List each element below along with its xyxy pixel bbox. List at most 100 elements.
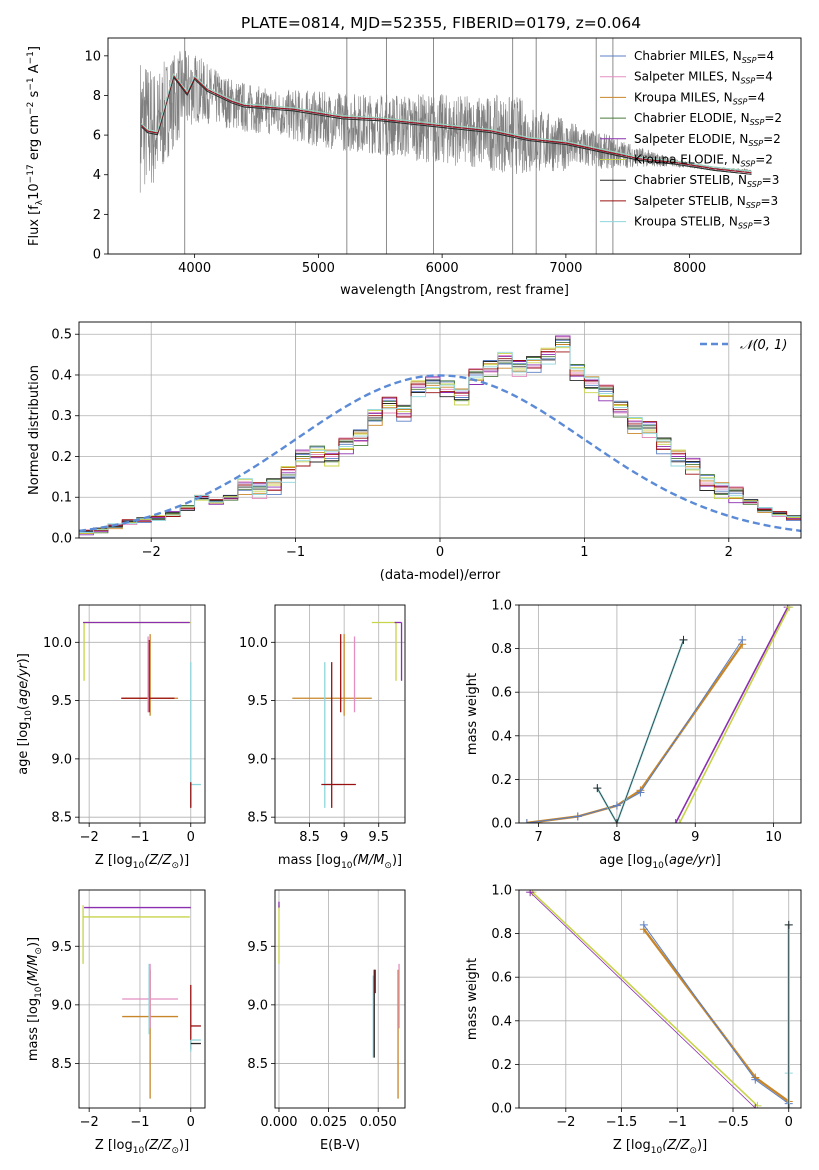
legend-label-sub: SSP xyxy=(741,160,756,169)
x-tick-label: 8 xyxy=(613,830,621,845)
y-tick-label: 9.5 xyxy=(247,694,268,709)
x-tick-label: 6000 xyxy=(426,261,459,276)
legend-label-main: Chabrier MILES, N xyxy=(634,49,742,63)
legend-label: Chabrier MILES, NSSP=4 xyxy=(634,49,774,65)
legend-label-suffix: =2 xyxy=(755,153,773,167)
y-axis-label-part: λ xyxy=(35,199,45,205)
y-axis-label-part: ⊙ xyxy=(34,947,44,955)
legend-label-sub: SSP xyxy=(747,180,762,189)
x-tick-label: 0.050 xyxy=(360,1115,397,1130)
y-tick-label: 8.5 xyxy=(247,1057,268,1072)
model-spectrum-line xyxy=(141,76,752,175)
legend-label: Kroupa STELIB, NSSP=3 xyxy=(634,215,770,231)
x-tick-label: −2 xyxy=(142,545,161,560)
x-axis-label-part: 10 xyxy=(651,1146,663,1156)
y-axis-label: age [log10(age/yr)] xyxy=(16,653,34,775)
legend-label-main: Salpeter STELIB, N xyxy=(634,194,746,208)
y-tick-label: 0.4 xyxy=(491,1014,512,1029)
mass-weight-line xyxy=(526,639,743,823)
x-axis-label-part: Z [log xyxy=(95,853,133,868)
y-axis-label: mass [log10(M/M⊙)] xyxy=(26,937,44,1061)
y-tick-label: 0.2 xyxy=(491,1058,512,1073)
y-axis-label: Flux [fλ10−17 erg cm−2 s−1 A−1] xyxy=(26,46,45,246)
legend-label: Salpeter MILES, NSSP=4 xyxy=(634,70,773,86)
x-axis-label: Z [log10(Z/Z⊙)] xyxy=(95,1138,189,1156)
model-spectrum-line xyxy=(141,74,752,174)
y-tick-label: 9.5 xyxy=(51,694,72,709)
y-tick-label: 0.4 xyxy=(491,729,512,744)
plot-area-age-vs-Z xyxy=(83,621,201,808)
axes-frame xyxy=(518,604,802,824)
x-axis-label-part: ⊙ xyxy=(689,1146,697,1156)
legend-label: Kroupa ELODIE, NSSP=2 xyxy=(634,153,773,169)
y-tick-label: 0.6 xyxy=(491,971,512,986)
mass-weight-line xyxy=(678,606,791,823)
y-axis-label-part: A xyxy=(27,64,42,77)
mass-weight-line xyxy=(674,606,789,823)
x-axis-label: Z [log10(Z/Z⊙)] xyxy=(613,1138,707,1156)
y-axis-label-part: −1 xyxy=(26,77,36,90)
x-tick-label: 0 xyxy=(187,830,195,845)
y-tick-label: 4 xyxy=(93,168,101,183)
x-axis-label-part: age/yr xyxy=(669,853,712,868)
axes-frame xyxy=(274,889,406,1109)
y-tick-label: 9.5 xyxy=(247,940,268,955)
x-tick-label: 0.000 xyxy=(260,1115,297,1130)
y-tick-label: 0.0 xyxy=(51,532,72,547)
y-axis-label-part: age/yr xyxy=(16,662,31,705)
y-axis-label-part: age [log xyxy=(16,722,31,775)
histogram-series xyxy=(79,336,801,532)
y-tick-label: 8 xyxy=(93,89,101,104)
y-tick-label: 6 xyxy=(93,129,101,144)
plot-area-massweight-vs-Z xyxy=(526,890,793,1108)
axes-frame xyxy=(78,604,206,824)
y-tick-label: 1.0 xyxy=(491,884,512,899)
x-tick-label: −1 xyxy=(130,1115,149,1130)
y-tick-label: 0.2 xyxy=(51,450,72,465)
x-axis-label: E(B-V) xyxy=(320,1138,360,1153)
x-tick-label: 7000 xyxy=(549,261,582,276)
x-axis-label-part: ⊙ xyxy=(171,861,179,871)
data-spectrum-line xyxy=(139,50,752,193)
y-axis-label-part: −1 xyxy=(26,51,36,64)
x-axis-label-part: )] xyxy=(392,853,402,868)
y-tick-label: 0.8 xyxy=(491,642,512,657)
axes-frame xyxy=(274,604,406,824)
x-axis-label-part: (M/M xyxy=(353,853,385,868)
mass-weight-line xyxy=(596,639,684,823)
legend-label-sub: SSP xyxy=(750,118,765,127)
legend-label-sub: SSP xyxy=(741,77,756,86)
x-tick-label: 9.5 xyxy=(368,830,389,845)
y-tick-label: 8.5 xyxy=(51,811,72,826)
legend-label-suffix: =3 xyxy=(760,194,778,208)
x-axis-label-part: Z [log xyxy=(613,1138,651,1153)
axes-frame xyxy=(78,889,206,1109)
x-tick-label: −1 xyxy=(286,545,305,560)
x-axis-label-part: (Z/Z xyxy=(662,1138,690,1153)
plot-area-massweight-vs-age xyxy=(522,605,794,823)
legend-label-main: Chabrier ELODIE, N xyxy=(634,111,750,125)
legend-label: Salpeter STELIB, NSSP=3 xyxy=(634,194,778,210)
y-axis-label-part: ( xyxy=(16,705,31,710)
legend-gauss-label: 𝒩(0, 1) xyxy=(740,338,787,353)
x-tick-label: −2 xyxy=(556,1115,575,1130)
x-axis-label-part: Z [log xyxy=(95,1138,133,1153)
y-axis-label-part: Flux [f xyxy=(27,205,42,246)
x-tick-label: 2 xyxy=(725,545,733,560)
x-axis-label-part: )] xyxy=(179,1138,189,1153)
x-tick-label: −1 xyxy=(668,1115,687,1130)
x-axis-label: age [log10(age/yr)] xyxy=(599,853,721,871)
histogram-series xyxy=(79,346,801,533)
x-axis-label-part: age [log xyxy=(599,853,652,868)
x-tick-label: 0.025 xyxy=(310,1115,347,1130)
x-tick-label: −1 xyxy=(130,830,149,845)
legend-label: Chabrier STELIB, NSSP=3 xyxy=(634,173,779,189)
y-axis-label-part: s xyxy=(27,90,42,101)
x-axis-label-part: 10 xyxy=(133,861,145,871)
y-axis-label-part: erg cm xyxy=(27,115,42,164)
model-spectrum-line xyxy=(141,73,752,172)
y-axis-label-part: mass [log xyxy=(26,998,41,1061)
y-tick-label: 8.5 xyxy=(51,1057,72,1072)
x-axis-label-part: 10 xyxy=(133,1146,145,1156)
